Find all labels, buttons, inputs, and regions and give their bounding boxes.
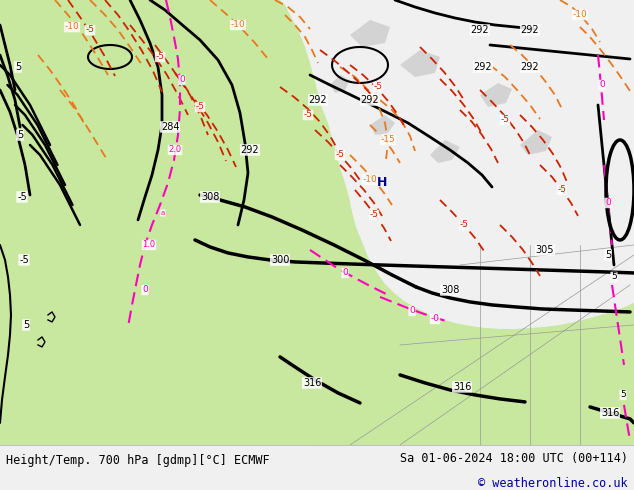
Text: 0: 0 [342,269,348,277]
Text: -5: -5 [500,116,510,124]
Text: 292: 292 [309,95,327,105]
Polygon shape [430,140,460,163]
Text: 284: 284 [161,122,179,132]
Text: 300: 300 [271,255,289,265]
Text: -10: -10 [65,23,79,31]
Text: -5: -5 [373,82,382,92]
Polygon shape [0,0,634,445]
Text: 1.0: 1.0 [143,241,155,249]
Text: -5: -5 [195,102,205,112]
Text: 0: 0 [599,80,605,90]
Text: -5: -5 [17,192,27,202]
Text: -5: -5 [460,220,469,229]
Text: -5: -5 [335,150,344,159]
Text: 292: 292 [470,25,489,35]
Polygon shape [310,280,360,445]
Polygon shape [330,75,350,93]
Text: 5: 5 [620,391,626,399]
Text: -5: -5 [557,186,567,195]
Text: 0: 0 [409,306,415,316]
Text: 292: 292 [241,145,259,155]
Text: 0: 0 [142,286,148,294]
Polygon shape [480,83,512,107]
Text: © weatheronline.co.uk: © weatheronline.co.uk [478,477,628,490]
Text: 5: 5 [23,320,29,330]
Text: -0: -0 [430,315,439,323]
Text: 316: 316 [303,378,321,388]
Text: -5: -5 [155,52,164,61]
Text: 305: 305 [536,245,554,255]
Text: 292: 292 [474,62,493,72]
Text: -10: -10 [363,175,377,184]
Polygon shape [400,50,440,77]
Text: 5: 5 [611,272,617,281]
Polygon shape [520,130,552,155]
Text: -5: -5 [370,211,378,220]
Text: 0: 0 [179,75,185,84]
Text: 2.0: 2.0 [169,146,181,154]
Text: 0: 0 [605,198,611,207]
Text: H: H [377,176,387,190]
Text: 308: 308 [441,285,459,295]
Text: 308: 308 [201,192,219,202]
Text: -15: -15 [380,135,396,145]
Polygon shape [370,115,395,135]
Text: -10: -10 [231,21,245,29]
Text: 292: 292 [521,62,540,72]
Text: -5: -5 [19,255,29,265]
Text: 316: 316 [453,382,471,392]
Text: 292: 292 [361,95,379,105]
Polygon shape [0,0,280,105]
Text: Sa 01-06-2024 18:00 UTC (00+114): Sa 01-06-2024 18:00 UTC (00+114) [399,452,628,465]
Text: 5: 5 [15,62,21,72]
Text: -10: -10 [573,10,587,20]
Text: a: a [161,210,165,216]
Text: 316: 316 [601,408,619,418]
Polygon shape [350,20,390,47]
Text: -5: -5 [304,110,313,120]
Text: 5: 5 [17,130,23,140]
Text: Height/Temp. 700 hPa [gdmp][°C] ECMWF: Height/Temp. 700 hPa [gdmp][°C] ECMWF [6,454,270,467]
Text: 292: 292 [521,25,540,35]
Text: -5: -5 [86,25,94,34]
Text: 5: 5 [605,250,611,260]
